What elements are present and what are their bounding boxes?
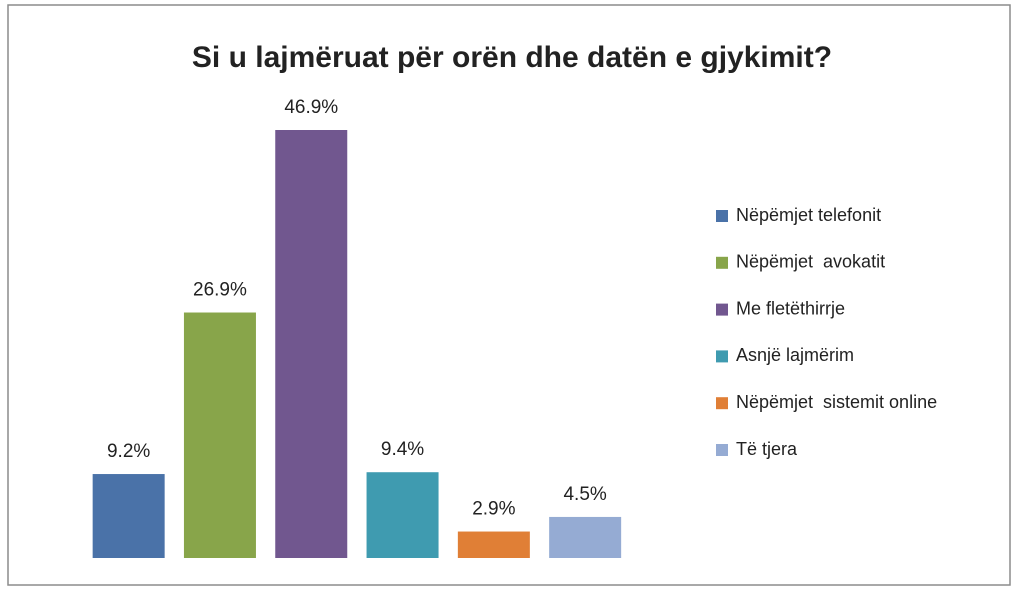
legend-label: Nëpëmjet sistemit online bbox=[736, 392, 937, 412]
chart-title: Si u lajmëruat për orën dhe datën e gjyk… bbox=[192, 41, 832, 74]
value-label: 4.5% bbox=[563, 484, 606, 505]
bar bbox=[275, 130, 348, 558]
value-label: 26.9% bbox=[193, 280, 247, 301]
value-label: 2.9% bbox=[472, 499, 515, 520]
value-label: 9.2% bbox=[107, 441, 150, 462]
legend-label: Asnjë lajmërim bbox=[736, 345, 854, 365]
legend-swatch bbox=[716, 303, 728, 316]
legend-label: Nëpëmjet avokatit bbox=[736, 252, 885, 272]
value-label: 46.9% bbox=[284, 97, 338, 118]
bar bbox=[457, 531, 530, 558]
legend-swatch bbox=[716, 256, 728, 269]
bar bbox=[183, 312, 256, 558]
legend-swatch bbox=[716, 444, 728, 456]
value-label: 9.4% bbox=[381, 439, 424, 460]
legend-swatch bbox=[716, 210, 728, 222]
legend-label: Me fletëthirrje bbox=[736, 298, 845, 318]
legend-swatch bbox=[716, 350, 728, 363]
legend-label: Të tjera bbox=[736, 439, 798, 459]
chart-frame bbox=[7, 4, 1011, 586]
bar bbox=[92, 474, 165, 558]
bar bbox=[549, 516, 622, 558]
legend-swatch bbox=[716, 397, 728, 410]
bar bbox=[366, 472, 439, 558]
legend-label: Nëpëmjet telefonit bbox=[736, 205, 881, 225]
